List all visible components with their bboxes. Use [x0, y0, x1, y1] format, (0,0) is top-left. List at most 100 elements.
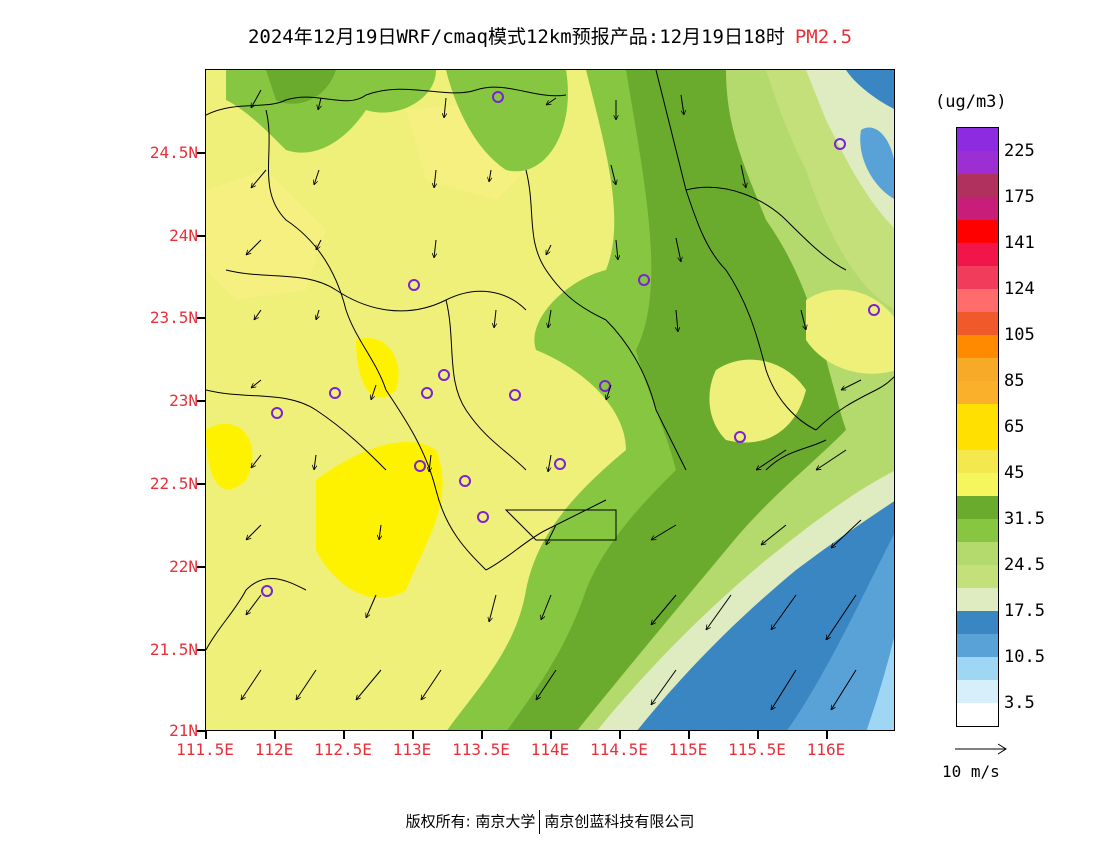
- lat-tick: [197, 317, 205, 319]
- footer-left: 版权所有: 南京大学: [405, 812, 536, 831]
- lon-label: 114E: [530, 740, 570, 759]
- lon-label: 113.5E: [452, 740, 510, 759]
- colorbar-label: 24.5: [1004, 555, 1045, 575]
- ocean-band-3: [787, 534, 894, 730]
- lat-tick: [197, 566, 205, 568]
- lon-tick: [205, 731, 207, 739]
- yellow-coastal: [709, 359, 806, 443]
- colorbar-label: 141: [1004, 233, 1035, 253]
- wind-arrows: [241, 89, 862, 710]
- lon-tick: [688, 731, 690, 739]
- colorbar-cell: [957, 220, 998, 243]
- lon-tick: [757, 731, 759, 739]
- lon-label: 115E: [668, 740, 708, 759]
- colorbar-cell: [957, 312, 998, 335]
- colorbar-label: 225: [1004, 141, 1035, 161]
- copyright-footer: 版权所有: 南京大学 南京创蓝科技有限公司: [0, 810, 1100, 834]
- lon-tick: [619, 731, 621, 739]
- colorbar-cell: [957, 381, 998, 404]
- lat-label: 24.5N: [149, 143, 198, 162]
- colorbar-cell: [957, 289, 998, 312]
- footer-separator: [539, 810, 541, 834]
- lon-tick: [481, 731, 483, 739]
- yellow-east: [806, 289, 894, 374]
- colorbar-label: 45: [1004, 463, 1025, 483]
- colorbar-cell: [957, 542, 998, 565]
- very-light-north: [806, 70, 894, 228]
- lat-tick: [197, 152, 205, 154]
- lat-label: 22.5N: [149, 474, 198, 493]
- high-pm-patch-3: [206, 423, 253, 490]
- colorbar-label: 105: [1004, 325, 1035, 345]
- colorbar-cell: [957, 450, 998, 473]
- colorbar-cell: [957, 634, 998, 657]
- wind-reference-arrow-icon: [955, 743, 1007, 755]
- footer-right: 南京创蓝科技有限公司: [544, 812, 695, 831]
- colorbar-cell: [957, 266, 998, 289]
- blue-patch-north: [860, 127, 894, 199]
- colorbar-cell: [957, 174, 998, 197]
- colorbar-cell: [957, 473, 998, 496]
- lat-label: 21N: [169, 721, 198, 740]
- ocean-band-4: [866, 637, 894, 730]
- green-top-left-dark: [266, 70, 336, 104]
- colorbar-label: 175: [1004, 187, 1035, 207]
- lon-label: 112E: [254, 740, 294, 759]
- colorbar-cell: [957, 151, 998, 174]
- lon-label: 114.5E: [590, 740, 648, 759]
- colorbar-label: 10.5: [1004, 647, 1045, 667]
- title-variable: PM2.5: [794, 26, 853, 48]
- lat-label: 23.5N: [149, 308, 198, 327]
- colorbar-label: 124: [1004, 279, 1035, 299]
- blue-corner-north: [846, 70, 894, 109]
- high-pm-patch: [316, 441, 443, 598]
- lon-label: 116E: [806, 740, 846, 759]
- lon-tick: [274, 731, 276, 739]
- lon-tick: [826, 731, 828, 739]
- lon-label: 112.5E: [314, 740, 372, 759]
- wind-reference-label: 10 m/s: [942, 762, 1000, 781]
- colorbar-cell: [957, 565, 998, 588]
- colorbar-label: 85: [1004, 371, 1025, 391]
- colorbar-unit: (ug/m3): [935, 92, 1007, 112]
- colorbar-cell: [957, 243, 998, 266]
- lat-label: 23N: [169, 391, 198, 410]
- lat-tick: [197, 730, 205, 732]
- lon-label: 115.5E: [728, 740, 786, 759]
- city-markers: [261, 91, 880, 597]
- lat-label: 21.5N: [149, 640, 198, 659]
- colorbar-cell: [957, 128, 998, 151]
- lon-tick: [550, 731, 552, 739]
- lat-tick: [197, 483, 205, 485]
- colorbar-cell: [957, 703, 998, 726]
- colorbar-cell: [957, 496, 998, 519]
- title-main: 2024年12月19日WRF/cmaq模式12km预报产品:12月19日18时: [247, 26, 785, 48]
- colorbar-cell: [957, 197, 998, 220]
- green-top-mid: [446, 70, 568, 172]
- colorbar-label: 3.5: [1004, 693, 1035, 713]
- colorbar-cell: [957, 611, 998, 634]
- colorbar-cell: [957, 427, 998, 450]
- lat-label: 24N: [169, 226, 198, 245]
- lon-tick: [412, 731, 414, 739]
- pm25-map: [205, 69, 895, 731]
- colorbar-label: 65: [1004, 417, 1025, 437]
- lat-tick: [197, 649, 205, 651]
- lat-label: 22N: [169, 557, 198, 576]
- map-svg: [206, 70, 894, 730]
- colorbar-cell: [957, 404, 998, 427]
- colorbar: [956, 127, 999, 727]
- map-title: 2024年12月19日WRF/cmaq模式12km预报产品:12月19日18时 P…: [0, 22, 1100, 49]
- colorbar-cell: [957, 680, 998, 703]
- colorbar-cell: [957, 335, 998, 358]
- colorbar-label: 17.5: [1004, 601, 1045, 621]
- colorbar-cell: [957, 588, 998, 611]
- medium-patch: [206, 170, 326, 300]
- high-pm-patch-2: [356, 338, 399, 398]
- colorbar-cell: [957, 657, 998, 680]
- lon-label: 111.5E: [176, 740, 234, 759]
- lon-tick: [343, 731, 345, 739]
- colorbar-cell: [957, 519, 998, 542]
- lat-tick: [197, 400, 205, 402]
- lon-label: 113E: [392, 740, 432, 759]
